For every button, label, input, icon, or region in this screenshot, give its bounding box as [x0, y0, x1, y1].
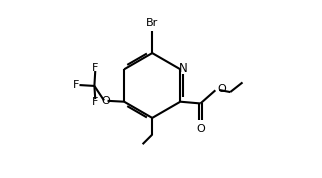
- Text: F: F: [92, 97, 99, 107]
- Text: F: F: [92, 63, 99, 73]
- Text: N: N: [179, 62, 188, 75]
- Text: F: F: [73, 80, 79, 90]
- Text: Br: Br: [146, 18, 158, 28]
- Text: O: O: [196, 124, 205, 134]
- Text: O: O: [217, 84, 226, 94]
- Text: O: O: [101, 96, 110, 106]
